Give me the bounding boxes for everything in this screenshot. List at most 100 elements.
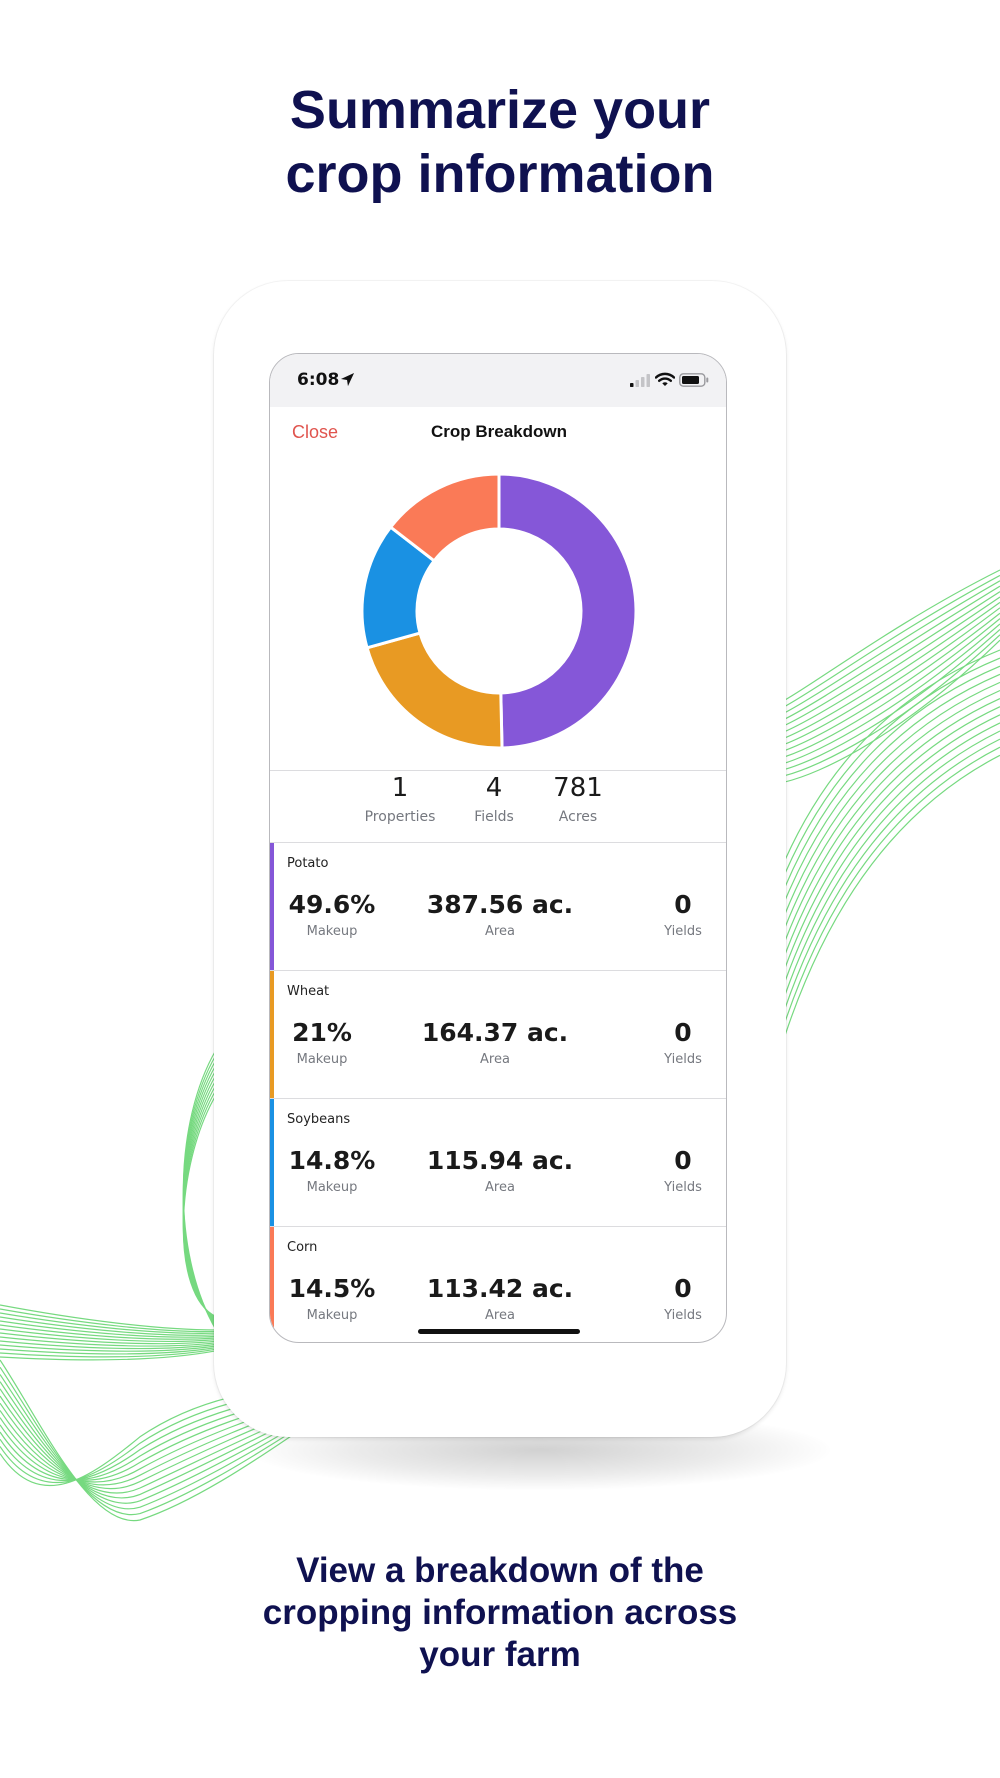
crop-row-corn[interactable]: Corn 14.5% Makeup 113.42 ac. Area 0 Yiel…: [270, 1227, 726, 1342]
headline-line-2: crop information: [285, 144, 715, 204]
wave-line: [0, 1312, 217, 1334]
makeup-label: Makeup: [306, 1308, 358, 1323]
wave-line: [784, 634, 1000, 777]
area-label: Area: [485, 1308, 515, 1323]
crop-color-bar: [270, 1099, 274, 1226]
divider: [270, 842, 726, 843]
crop-color-bar: [270, 1227, 274, 1342]
yields-label: Yields: [664, 924, 702, 939]
wave-line: [784, 730, 1000, 996]
wave-line: [784, 681, 1000, 915]
phone-screen: 6:08 Close Crop Breakdown 1 Properties 4: [269, 353, 727, 1343]
area-metric: 387.56 ac. Area: [405, 889, 595, 941]
yields-value: 0: [674, 890, 692, 919]
yields-value: 0: [674, 1274, 692, 1303]
stat-properties: 1 Properties: [350, 772, 450, 826]
wave-line: [0, 1381, 301, 1504]
subheadline-line-1: View a breakdown of the: [296, 1551, 704, 1590]
wave-line: [182, 1094, 217, 1318]
yields-metric: 0 Yields: [648, 1017, 718, 1069]
wave-line: [182, 1069, 217, 1325]
wave-line: [182, 1074, 217, 1323]
crop-color-bar: [270, 971, 274, 1098]
crop-row-potato[interactable]: Potato 49.6% Makeup 387.56 ac. Area 0 Yi…: [270, 843, 726, 970]
makeup-label: Makeup: [296, 1052, 348, 1067]
wave-line: [784, 649, 1000, 861]
wave-line: [0, 1388, 301, 1499]
close-button[interactable]: Close: [292, 422, 339, 442]
makeup-value: 49.6%: [288, 890, 376, 919]
makeup-label: Makeup: [306, 924, 358, 939]
wave-line: [784, 596, 1000, 733]
wifi-icon: [655, 372, 675, 386]
subheadline: View a breakdown of the cropping informa…: [0, 1550, 1000, 1676]
makeup-metric: 14.5% Makeup: [282, 1273, 382, 1325]
wave-line: [784, 618, 1000, 758]
yields-label: Yields: [664, 1052, 702, 1067]
crop-color-bar: [270, 843, 274, 970]
wave-line: [784, 673, 1000, 901]
yields-label: Yields: [664, 1308, 702, 1323]
stat-acres: 781 Acres: [528, 772, 628, 826]
wave-line: [784, 591, 1000, 726]
screen-title: Crop Breakdown: [430, 422, 568, 441]
wave-line: [0, 1328, 217, 1343]
subheadline-line-3: your farm: [419, 1635, 581, 1674]
divider: [270, 770, 726, 771]
crop-row-soybeans[interactable]: Soybeans 14.8% Makeup 115.94 ac. Area 0 …: [270, 1099, 726, 1226]
crop-name: Corn: [287, 1240, 318, 1255]
wave-line: [182, 1084, 217, 1320]
makeup-value: 14.5%: [288, 1274, 376, 1303]
area-metric: 164.37 ac. Area: [400, 1017, 590, 1069]
area-metric: 115.94 ac. Area: [405, 1145, 595, 1197]
stat-label: Fields: [474, 809, 514, 825]
wave-line: [784, 639, 1000, 783]
wave-line: [784, 601, 1000, 739]
subheadline-line-2: cropping information across: [262, 1593, 738, 1632]
area-label: Area: [485, 924, 515, 939]
wave-line: [784, 569, 1000, 701]
status-time: 6:08: [297, 370, 340, 390]
makeup-value: 14.8%: [288, 1146, 376, 1175]
wave-line: [0, 1308, 217, 1333]
wave-line: [784, 628, 1000, 770]
crop-name: Soybeans: [287, 1112, 351, 1127]
stat-fields: 4 Fields: [444, 772, 544, 826]
wave-line: [0, 1366, 301, 1516]
makeup-value: 21%: [292, 1018, 352, 1047]
stat-label: Acres: [558, 809, 598, 825]
home-indicator[interactable]: [418, 1329, 580, 1334]
crop-row-wheat[interactable]: Wheat 21% Makeup 164.37 ac. Area 0 Yield…: [270, 971, 726, 1098]
makeup-metric: 21% Makeup: [272, 1017, 372, 1069]
wave-line: [784, 722, 1000, 982]
wave-line: [0, 1374, 301, 1510]
yields-value: 0: [674, 1146, 692, 1175]
wave-line: [784, 738, 1000, 1009]
crop-donut-chart: [360, 472, 638, 750]
yields-metric: 0 Yields: [648, 889, 718, 941]
wave-line: [0, 1348, 217, 1358]
wave-line: [0, 1324, 217, 1340]
battery-icon: [679, 373, 709, 387]
donut-slice-wheat: [365, 631, 504, 750]
makeup-metric: 14.8% Makeup: [282, 1145, 382, 1197]
wave-line: [784, 607, 1000, 745]
yields-label: Yields: [664, 1180, 702, 1195]
stat-value: 1: [391, 773, 409, 803]
wave-line: [784, 623, 1000, 764]
wave-line: [0, 1332, 217, 1345]
wave-line: [0, 1320, 217, 1338]
wave-line: [0, 1336, 217, 1347]
wave-line: [784, 580, 1000, 714]
wave-line: [0, 1359, 301, 1522]
divider: [270, 970, 726, 971]
stat-value: 4: [485, 773, 503, 803]
stat-label: Properties: [364, 809, 436, 825]
wave-line: [784, 665, 1000, 888]
wave-line: [0, 1340, 217, 1350]
wave-line: [0, 1347, 217, 1355]
wave-line: [784, 585, 1000, 720]
area-value: 387.56 ac.: [426, 890, 574, 919]
yields-metric: 0 Yields: [648, 1273, 718, 1325]
